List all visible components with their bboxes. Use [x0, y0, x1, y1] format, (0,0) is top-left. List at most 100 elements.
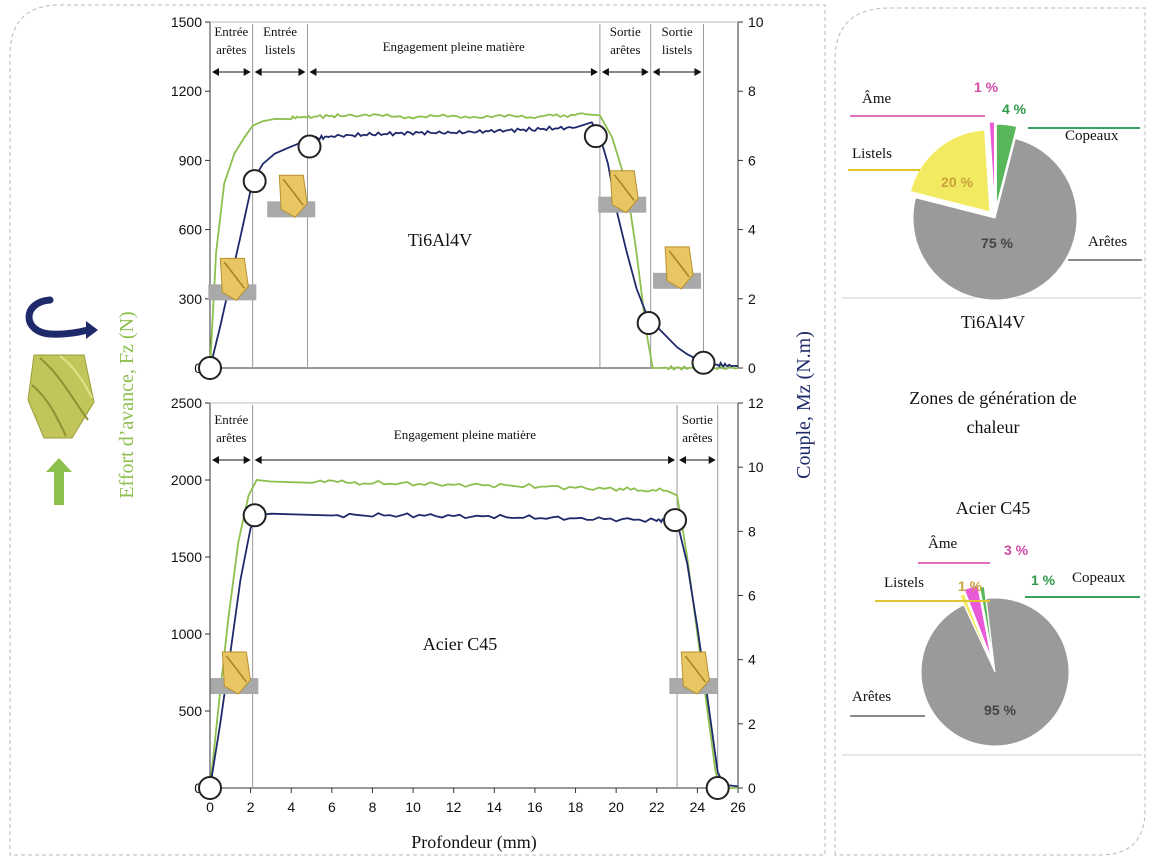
pie-slice-ame — [988, 121, 996, 205]
phase-arrow-head-left — [652, 68, 660, 76]
y-tick-label: 1500 — [171, 14, 202, 30]
heat-zones-title-line1: Zones de génération de — [909, 388, 1076, 408]
phase-arrow-head-right — [243, 456, 251, 464]
series-line-torque — [209, 121, 739, 369]
drill-body — [609, 170, 639, 214]
phase-label-line2: arêtes — [216, 430, 246, 445]
x-tick-label: 18 — [568, 799, 584, 815]
drill-flute — [613, 174, 635, 202]
pie-slice-listels — [959, 593, 992, 664]
pie-pct-label: 3 % — [1004, 542, 1029, 558]
phase-label-line1: Sortie — [610, 24, 641, 39]
x-tick-label: 4 — [287, 799, 295, 815]
pie-name-label: Âme — [862, 90, 892, 107]
phase-marker-circle — [198, 356, 222, 380]
phase-arrow-head-left — [212, 68, 219, 76]
phase-label-line1: Entrée — [263, 24, 297, 39]
panel-border-left — [9, 4, 826, 856]
phase-marker-circle — [663, 508, 688, 533]
phase-arrow-head-left — [679, 456, 687, 464]
drill-flute — [668, 250, 690, 278]
phase-arrow-head-right — [590, 68, 598, 76]
drill-phase-icon — [669, 651, 718, 695]
phase-label-line1: Entrée — [214, 412, 248, 427]
drill-bit-icon — [27, 354, 95, 439]
y2-tick-label: 0 — [748, 360, 756, 376]
y-tick-label: 300 — [179, 291, 203, 307]
phase-label-line1: Entrée — [214, 24, 248, 39]
drill-body — [221, 651, 251, 695]
drill-phase-icon — [208, 257, 257, 301]
y2-tick-label: 10 — [748, 459, 764, 475]
pie-ti6al4v: 1 % Âme 4 % Copeaux 20 % Listels 75 % Arêtes Ti6… — [848, 79, 1142, 332]
phase-marker-circle — [297, 134, 322, 159]
phase-label: Engagement pleine matière — [394, 427, 536, 442]
drill-flute — [684, 655, 706, 683]
y-tick-label: 2500 — [171, 395, 202, 411]
phase-arrow-head-left — [212, 456, 219, 464]
pie-acier-c45: 3 % Âme 1 % Copeaux 1 % Listels 95 % Arêtes Acie… — [850, 498, 1140, 747]
phase-label-line2: listels — [265, 42, 295, 57]
x-tick-label: 22 — [649, 799, 665, 815]
phase-label-line2: arêtes — [682, 430, 712, 445]
x-tick-label: 10 — [405, 799, 421, 815]
panel-border-right — [834, 7, 1146, 856]
pie-title: Acier C45 — [956, 498, 1030, 518]
phase-arrow-head-right — [668, 456, 676, 464]
drill-phase-icon — [267, 174, 316, 218]
pie-pct-label: 1 % — [1031, 572, 1056, 588]
pie-name-label: Listels — [852, 146, 892, 162]
chart-acier-c45: 0500100015002000250002468101202468101214… — [171, 395, 764, 815]
drill-flute — [225, 655, 247, 683]
phase-marker-circle — [198, 776, 222, 800]
chart-label: Ti6Al4V — [408, 230, 472, 250]
chart-ti6al4v: 0300600900120015000246810EntréearêtesEnt… — [171, 14, 764, 380]
left-axis-title: Effort d’avance, Fz (N) — [116, 311, 138, 498]
feed-arrow-icon — [46, 458, 72, 505]
phase-label-line2: listels — [662, 42, 692, 57]
x-tick-label: 16 — [527, 799, 543, 815]
pie-name-label: Arêtes — [852, 689, 891, 705]
pie-name-label: Copeaux — [1072, 570, 1126, 586]
y-tick-label: 500 — [179, 703, 203, 719]
pie-pct-label: 20 % — [941, 174, 973, 190]
pie-slice-copeaux — [979, 586, 994, 661]
drill-body — [664, 246, 694, 290]
pie-name-label: Âme — [928, 535, 958, 552]
y2-tick-label: 10 — [748, 14, 764, 30]
drill-body — [278, 174, 308, 218]
pie-name-label: Copeaux — [1065, 128, 1119, 144]
y2-tick-label: 12 — [748, 395, 764, 411]
pie-name-label: Listels — [884, 575, 924, 591]
series-line-force — [209, 112, 739, 372]
phase-arrow-head-right — [694, 68, 702, 76]
drill-phase-icon — [598, 170, 647, 214]
heat-zones-title-line2: chaleur — [967, 417, 1020, 437]
phase-marker-circle — [242, 169, 267, 194]
bottom-axis-title: Profondeur (mm) — [411, 832, 536, 853]
phase-marker-circle — [691, 350, 716, 375]
y-tick-label: 600 — [179, 222, 203, 238]
y-tick-label: 1000 — [171, 626, 202, 642]
y2-tick-label: 6 — [748, 152, 756, 168]
phase-marker-circle — [636, 311, 661, 336]
pie-pct-label: 95 % — [984, 702, 1016, 718]
y2-tick-label: 0 — [748, 780, 756, 796]
series-line-force — [209, 479, 738, 789]
x-tick-label: 0 — [206, 799, 214, 815]
y2-tick-label: 2 — [748, 716, 756, 732]
x-tick-label: 26 — [730, 799, 746, 815]
pie-pct-label: 75 % — [981, 235, 1013, 251]
y-tick-label: 900 — [179, 152, 203, 168]
x-tick-label: 14 — [487, 799, 503, 815]
phase-marker-circle — [583, 124, 608, 149]
y-tick-label: 2000 — [171, 472, 202, 488]
x-tick-label: 24 — [690, 799, 706, 815]
drill-phase-icon — [210, 651, 259, 695]
pie-slice-ame — [963, 585, 992, 659]
rotation-arrow-icon — [25, 296, 98, 339]
y-tick-label: 1500 — [171, 549, 202, 565]
y2-tick-label: 8 — [748, 83, 756, 99]
phase-marker-circle — [705, 776, 730, 800]
